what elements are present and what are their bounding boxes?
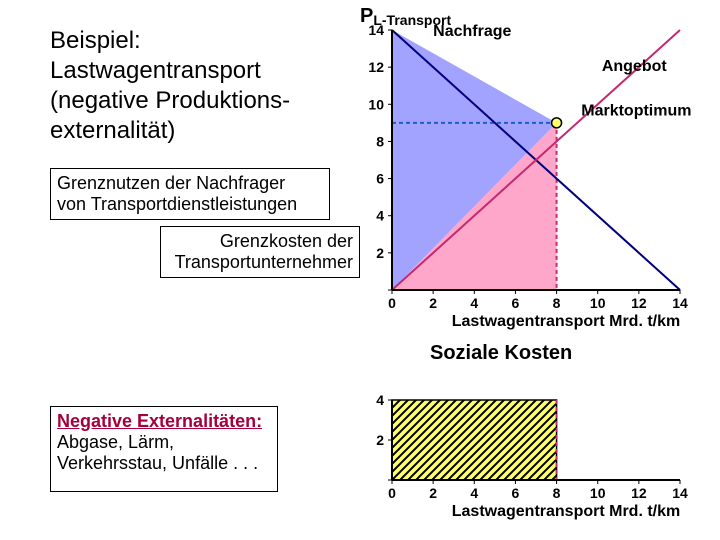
grenzkosten-box: Grenzkosten derTransportunternehmer: [160, 226, 360, 278]
svg-text:0: 0: [388, 485, 396, 501]
svg-text:10: 10: [590, 295, 606, 311]
supply-demand-chart: PL-TransportNachfrageAngebotMarktoptimum…: [342, 0, 720, 340]
svg-text:10: 10: [590, 485, 606, 501]
svg-text:14: 14: [368, 22, 384, 38]
svg-text:2: 2: [429, 485, 437, 501]
svg-text:6: 6: [512, 295, 520, 311]
svg-text:14: 14: [672, 295, 688, 311]
svg-text:10: 10: [368, 96, 384, 112]
svg-text:Lastwagentransport Mrd. t/km: Lastwagentransport Mrd. t/km: [452, 313, 680, 330]
svg-text:6: 6: [376, 171, 384, 187]
svg-text:12: 12: [368, 59, 384, 75]
svg-text:2: 2: [376, 245, 384, 261]
svg-text:12: 12: [631, 485, 647, 501]
externalitaeten-box: Negative Externalitäten:Abgase, Lärm,Ver…: [50, 406, 278, 492]
soziale-kosten-label: Soziale Kosten: [430, 342, 572, 365]
grenznutzen-box: Grenznutzen der Nachfragervon Transportd…: [50, 168, 330, 220]
svg-text:0: 0: [388, 295, 396, 311]
svg-text:8: 8: [553, 485, 561, 501]
svg-text:2: 2: [429, 295, 437, 311]
svg-text:Marktoptimum: Marktoptimum: [581, 103, 691, 120]
svg-text:8: 8: [553, 295, 561, 311]
svg-text:8: 8: [376, 133, 384, 149]
svg-text:2: 2: [376, 432, 384, 448]
svg-text:12: 12: [631, 295, 647, 311]
svg-text:4: 4: [470, 295, 478, 311]
svg-text:4: 4: [470, 485, 478, 501]
page-title: Beispiel:Lastwagentransport(negative Pro…: [50, 26, 290, 146]
svg-text:14: 14: [672, 485, 688, 501]
svg-text:6: 6: [512, 485, 520, 501]
svg-text:Nachfrage: Nachfrage: [433, 23, 511, 40]
svg-text:Lastwagentransport Mrd. t/km: Lastwagentransport Mrd. t/km: [452, 503, 680, 520]
svg-text:Angebot: Angebot: [602, 58, 668, 75]
svg-text:4: 4: [376, 392, 384, 408]
svg-text:4: 4: [376, 208, 384, 224]
social-cost-chart: 0 2 4 6 8 10 12 14 2 4 Lastwagentransport Mrd. t/k…: [342, 370, 720, 530]
